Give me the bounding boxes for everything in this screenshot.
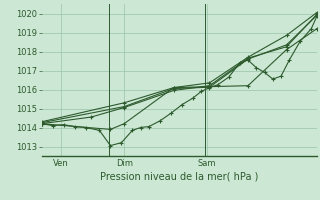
X-axis label: Pression niveau de la mer( hPa ): Pression niveau de la mer( hPa ) (100, 172, 258, 182)
